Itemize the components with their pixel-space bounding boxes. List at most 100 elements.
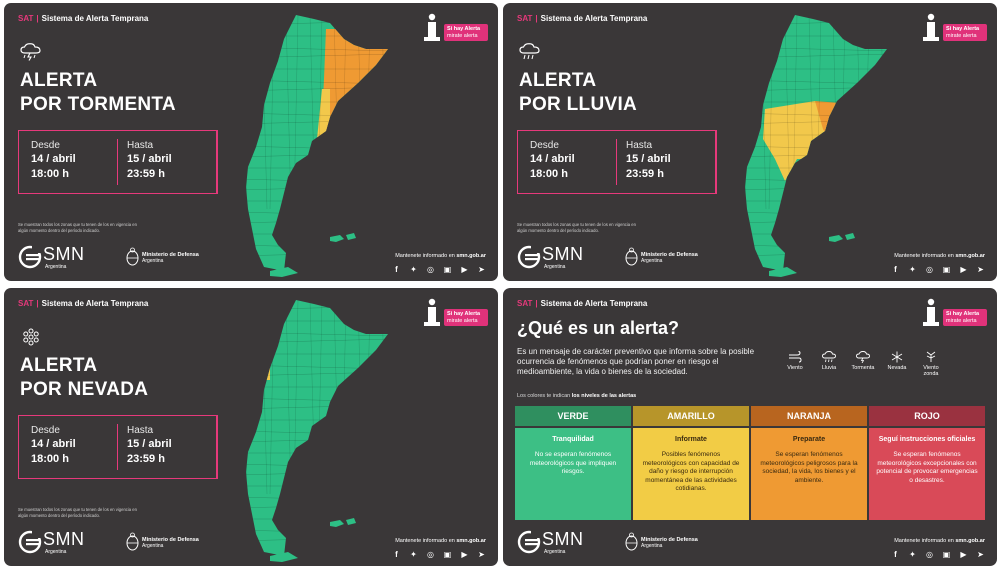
alert-badge: Si hay Alerta mirate alerta — [921, 13, 987, 43]
to-label: Hasta — [127, 425, 154, 436]
smn-logo: SMN Argentina — [517, 243, 597, 273]
yellow-alert-zone — [262, 364, 270, 380]
tierra-del-fuego-region — [270, 267, 298, 277]
alert-badge-pill: Si hay Alerta mirate alerta — [943, 24, 987, 41]
alert-title: ALERTA POR NEVADA — [20, 355, 149, 400]
sat-header: SAT | Sistema de Alerta Temprana — [18, 299, 149, 308]
level-title: Tranquilidad — [552, 436, 594, 443]
alert-badge-pill: Si hay Alerta mirate alerta — [444, 24, 488, 41]
phenomenon-item: Viento zonda — [919, 351, 943, 377]
youtube-icon[interactable]: ▶ — [960, 265, 967, 274]
inform-text: Mantenete informado en smn.gob.ar — [894, 253, 985, 259]
islands-region — [330, 520, 344, 527]
coat-of-arms-icon — [625, 247, 638, 266]
to-time: 23:59 h — [127, 168, 165, 180]
instagram-icon[interactable]: ◎ — [427, 550, 434, 559]
alert-person-icon — [923, 13, 939, 41]
alert-levels: VERDE Tranquilidad No se esperan fenómen… — [515, 406, 985, 520]
levels-intro: Los colores te indican los niveles de la… — [517, 393, 637, 399]
divider — [616, 139, 617, 185]
sat-header: SAT | Sistema de Alerta Temprana — [517, 14, 648, 23]
region-border — [856, 15, 863, 210]
alert-badge: Si hay Alerta mirate alerta — [921, 298, 987, 328]
level-name: VERDE — [515, 406, 631, 426]
alert-badge: Si hay Alerta mirate alerta — [422, 13, 488, 43]
twitter-icon[interactable]: ✦ — [909, 550, 916, 559]
divider — [117, 139, 118, 185]
from-label: Desde — [31, 425, 60, 436]
instagram-icon[interactable]: ◎ — [926, 550, 933, 559]
smn-link[interactable]: smn.gob.ar — [955, 253, 985, 259]
smn-link[interactable]: smn.gob.ar — [955, 538, 985, 544]
telegram-icon[interactable]: ➤ — [977, 550, 984, 559]
smn-logo-icon — [517, 245, 541, 269]
alert-person-icon — [424, 298, 440, 326]
yellow-alert-zone — [763, 101, 829, 181]
region-border — [864, 15, 870, 210]
from-date: 14 / abril — [31, 153, 76, 165]
to-label: Hasta — [127, 140, 154, 151]
level-card: Preparate Se esperan fenómenos meteoroló… — [751, 428, 867, 520]
alert-period: Desde 14 / abril 18:00 h Hasta 15 / abri… — [18, 415, 218, 479]
instagram-icon[interactable]: ◎ — [926, 265, 933, 274]
ministry-logo: Ministerio de Defensa Argentina — [625, 532, 705, 556]
social-bar: f ✦ ◎ ▣ ▶ ➤ — [891, 550, 985, 559]
app-icon[interactable]: ▣ — [443, 265, 452, 274]
facebook-icon[interactable]: f — [395, 550, 398, 559]
phenomenon-item: Nevada — [885, 351, 909, 377]
telegram-icon[interactable]: ➤ — [977, 265, 984, 274]
alert-panel-lluvia: SAT | Sistema de Alerta Temprana Si hay Al… — [503, 3, 997, 281]
from-time: 18:00 h — [31, 453, 69, 465]
wind-icon — [789, 351, 802, 363]
facebook-icon[interactable]: f — [894, 265, 897, 274]
tierra-del-fuego-region — [769, 267, 797, 277]
youtube-icon[interactable]: ▶ — [960, 550, 967, 559]
region-border — [381, 300, 388, 495]
islands-region — [346, 518, 356, 525]
instagram-icon[interactable]: ◎ — [427, 265, 434, 274]
telegram-icon[interactable]: ➤ — [478, 265, 485, 274]
coat-of-arms-icon — [126, 532, 139, 551]
alert-badge-pill: Si hay Alerta mirate alerta — [444, 309, 488, 326]
level-title: Preparate — [792, 436, 826, 443]
region-border — [357, 300, 364, 495]
from-time: 18:00 h — [530, 168, 568, 180]
phenomenon-item: Lluvia — [817, 351, 841, 377]
smn-logo-icon — [517, 530, 541, 554]
level-verde: VERDE Tranquilidad No se esperan fenómen… — [515, 406, 631, 520]
sat-header: SAT | Sistema de Alerta Temprana — [18, 14, 149, 23]
from-label: Desde — [530, 140, 559, 151]
youtube-icon[interactable]: ▶ — [461, 265, 468, 274]
twitter-icon[interactable]: ✦ — [410, 550, 417, 559]
alert-badge-pill: Si hay Alerta mirate alerta — [943, 309, 987, 326]
logos: SMN Argentina Ministerio de Defensa Argen… — [18, 528, 218, 558]
level-rojo: ROJO Seguí instrucciones oficiales Se es… — [869, 406, 985, 520]
rain-cloud-icon — [519, 43, 540, 60]
level-text: No se esperan fenómenos meteorológicos q… — [529, 451, 617, 475]
facebook-icon[interactable]: f — [395, 265, 398, 274]
sat-header: SAT | Sistema de Alerta Temprana — [517, 299, 648, 308]
app-icon[interactable]: ▣ — [942, 550, 951, 559]
snow-icon — [891, 351, 903, 363]
youtube-icon[interactable]: ▶ — [461, 550, 468, 559]
alert-title: ALERTA POR LLUVIA — [519, 70, 638, 115]
region-border — [365, 300, 371, 495]
from-time: 18:00 h — [31, 168, 69, 180]
twitter-icon[interactable]: ✦ — [909, 265, 916, 274]
app-icon[interactable]: ▣ — [443, 550, 452, 559]
smn-link[interactable]: smn.gob.ar — [456, 538, 486, 544]
country-region — [745, 15, 887, 271]
telegram-icon[interactable]: ➤ — [478, 550, 485, 559]
facebook-icon[interactable]: f — [894, 550, 897, 559]
footnote: Se muestran todos los zonas que tu tenen… — [18, 507, 137, 518]
smn-link[interactable]: smn.gob.ar — [456, 253, 486, 259]
country-region — [246, 300, 388, 556]
app-icon[interactable]: ▣ — [942, 265, 951, 274]
twitter-icon[interactable]: ✦ — [410, 265, 417, 274]
orange-alert-zone — [815, 101, 865, 143]
ministry-logo: Ministerio de Defensa Argentina — [625, 247, 705, 271]
smn-logo: SMN Argentina — [18, 528, 98, 558]
region-border — [365, 15, 371, 210]
info-title: ¿Qué es un alerta? — [517, 318, 680, 338]
alert-person-icon — [923, 298, 939, 326]
